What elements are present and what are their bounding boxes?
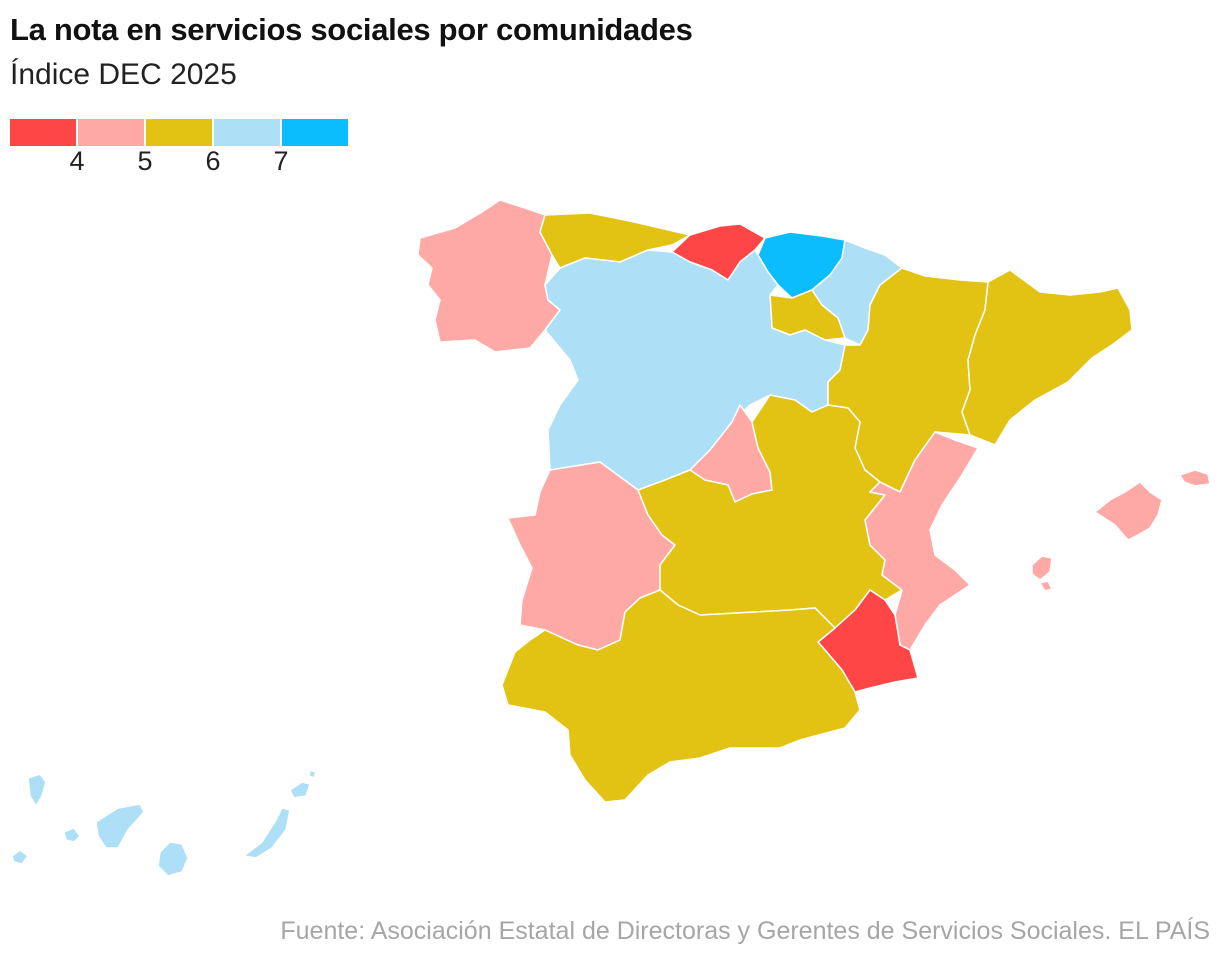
legend-swatch-2: [78, 119, 144, 146]
legend-tick-6: 6: [205, 146, 221, 176]
chart-title: La nota en servicios sociales por comuni…: [10, 12, 693, 47]
region-canarias[interactable]: Canarias: [11, 769, 317, 877]
spain-choropleth-map: Galicia Asturias Cantabria País Vasco Na…: [11, 199, 1211, 877]
region-illes-balears[interactable]: Illes Balears: [1031, 469, 1211, 592]
chart-subtitle: Índice DEC 2025: [10, 58, 237, 91]
region-andalucia[interactable]: Andalucía: [501, 589, 861, 803]
legend-swatch-1: [10, 119, 76, 146]
legend-swatch-3: [146, 119, 212, 146]
legend-tick-7: 7: [273, 146, 289, 176]
legend-tick-4: 4: [69, 146, 85, 176]
source-note: Fuente: Asociación Estatal de Directoras…: [280, 917, 1210, 945]
legend-swatch-4: [214, 119, 280, 146]
legend-tick-5: 5: [137, 146, 153, 176]
region-cataluna[interactable]: Cataluña: [961, 269, 1133, 446]
legend-swatch-5: [282, 119, 348, 146]
color-legend: 4 5 6 7: [10, 119, 350, 179]
region-galicia[interactable]: Galicia: [417, 199, 561, 353]
